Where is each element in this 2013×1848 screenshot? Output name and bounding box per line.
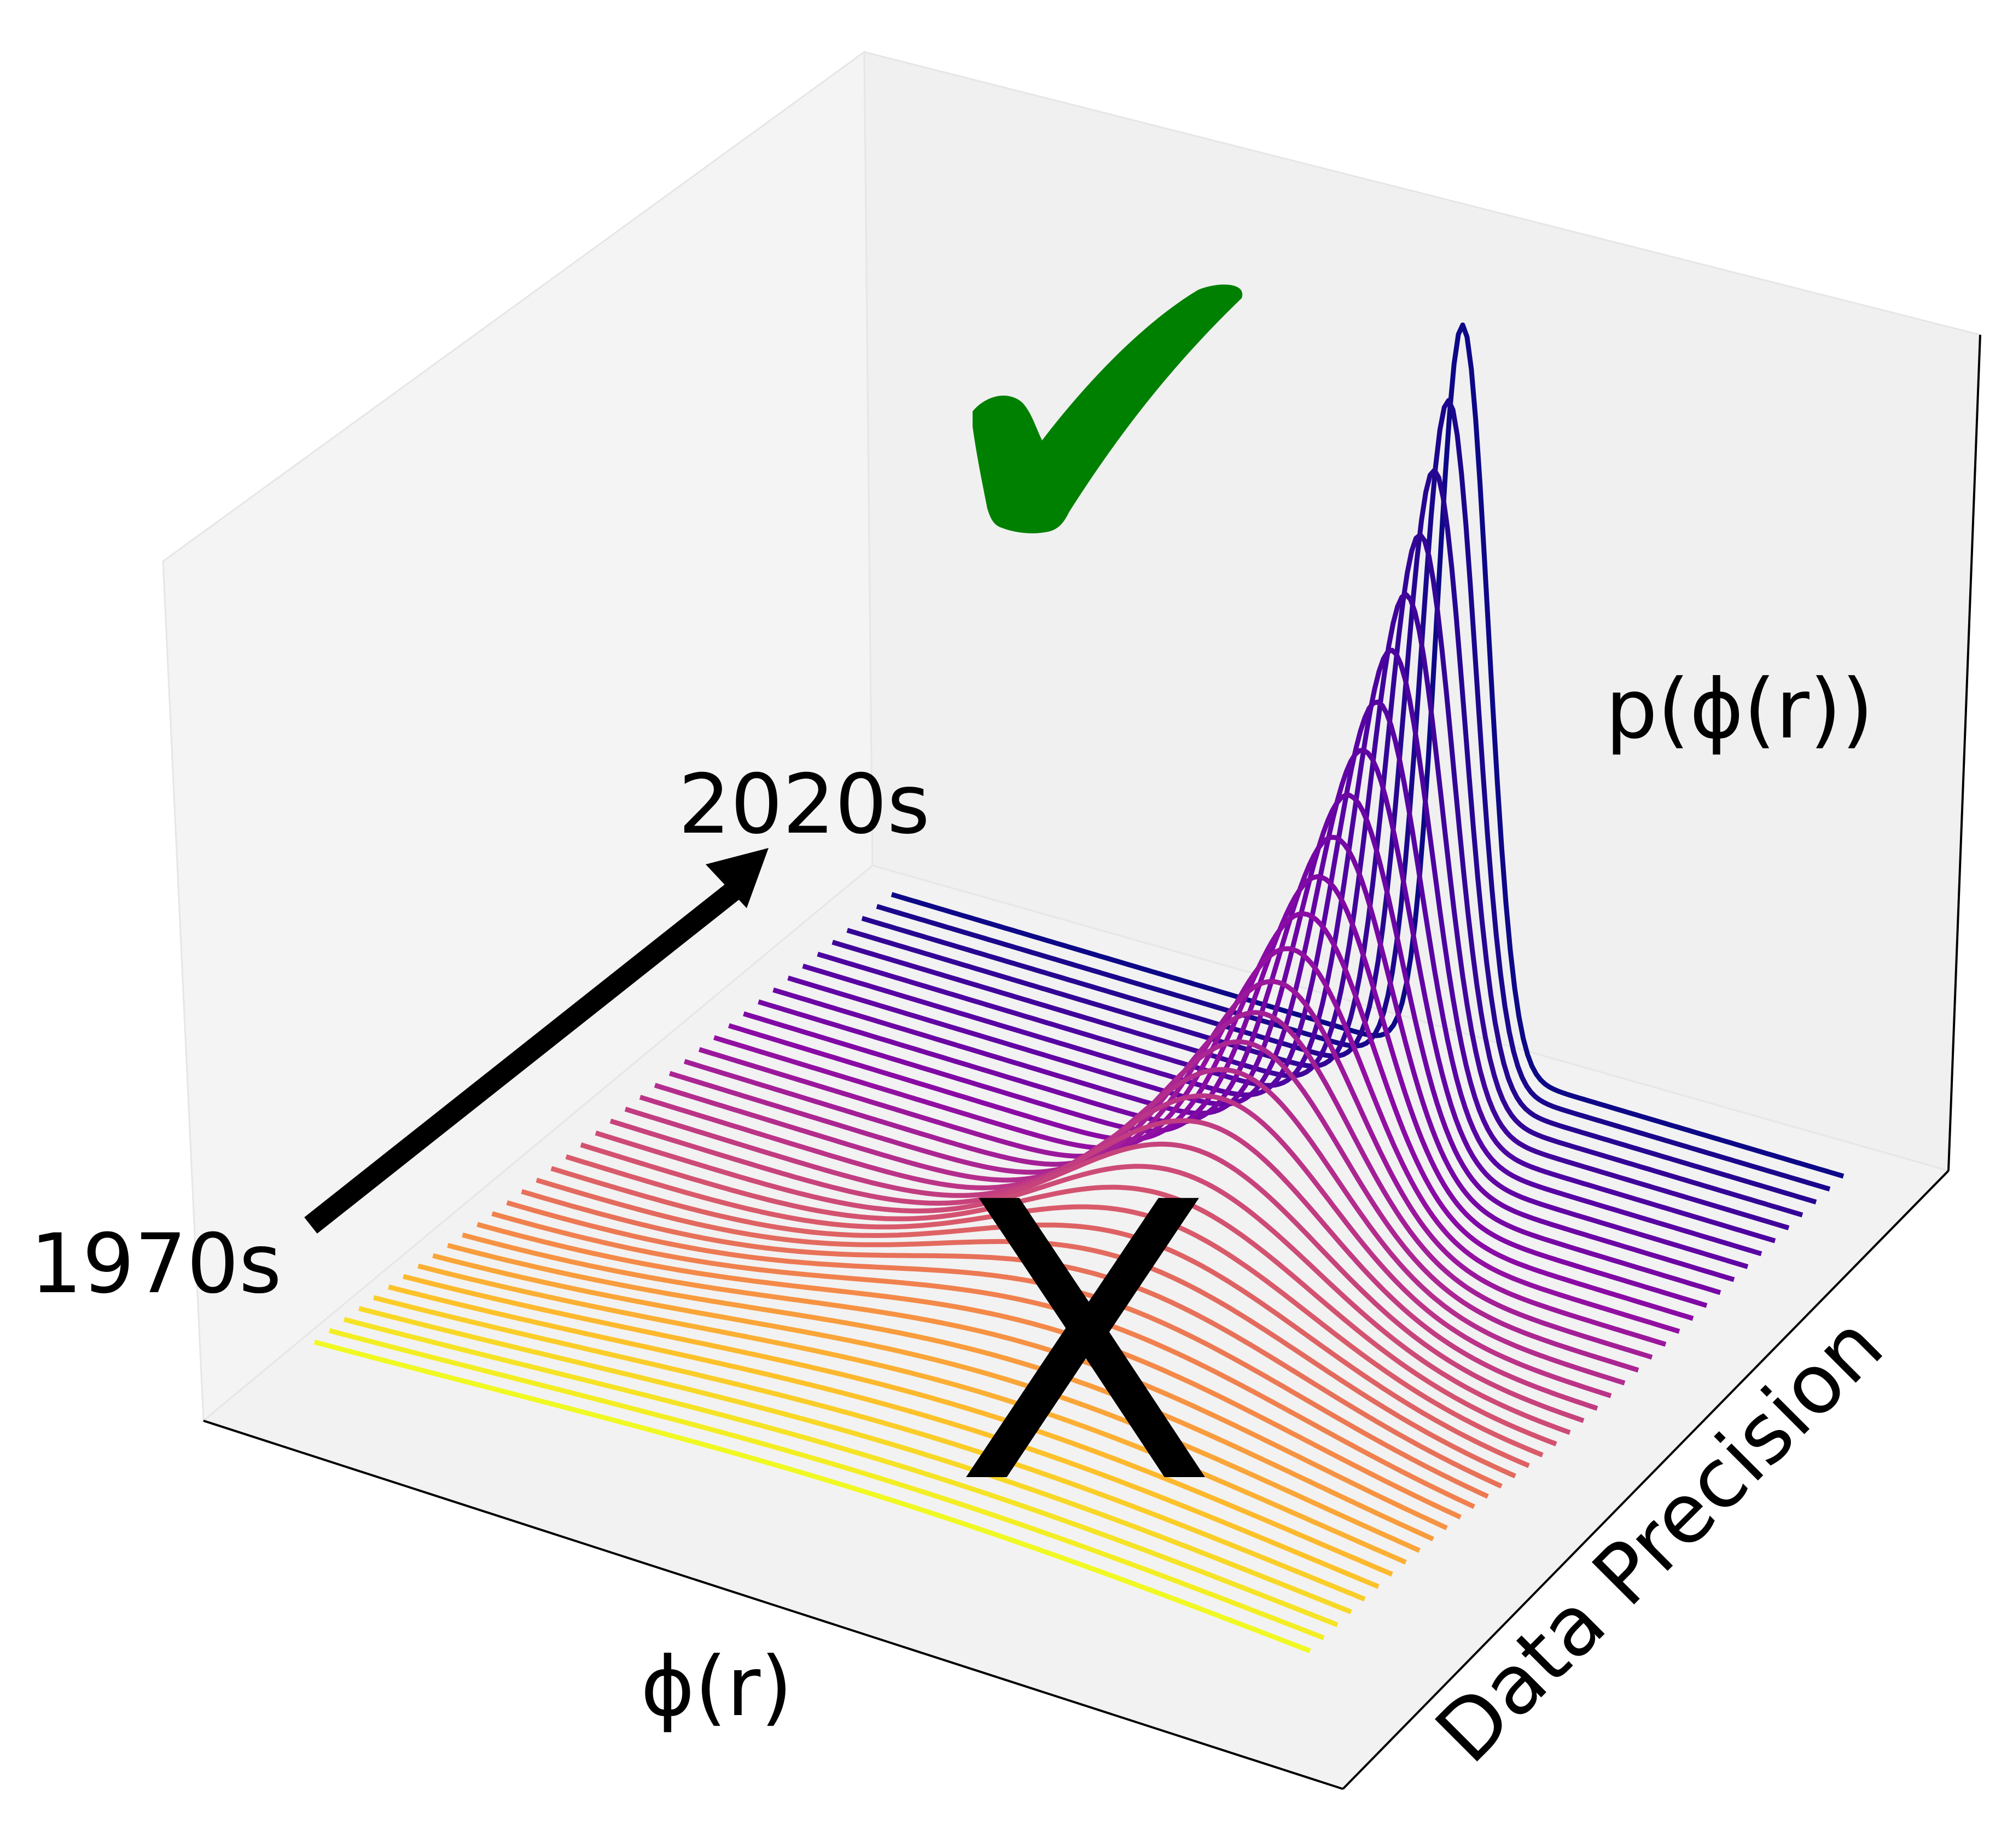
- z-axis-label: p(ϕ(r)): [1605, 662, 1874, 757]
- series-line: [639, 1093, 1612, 1398]
- series-line: [595, 1130, 1571, 1435]
- series-line: [506, 1200, 1489, 1499]
- series-line: [654, 1067, 1626, 1386]
- series-line: [772, 793, 1735, 1282]
- series-line: [831, 592, 1790, 1230]
- check-mark-icon: [973, 284, 1243, 533]
- series-line: [417, 1263, 1407, 1565]
- series-line: [758, 835, 1721, 1295]
- series-line: [373, 1295, 1366, 1602]
- series-line: [802, 699, 1762, 1257]
- series-line: [609, 1118, 1585, 1423]
- series-line: [491, 1211, 1475, 1509]
- z-axis-line: [1947, 334, 1981, 1171]
- series-curves: [313, 322, 1845, 1653]
- series-line: [817, 648, 1776, 1243]
- series-line: [521, 1189, 1503, 1489]
- series-line: [536, 1177, 1516, 1479]
- arrow-end-label: 2020s: [678, 757, 930, 852]
- series-line: [358, 1306, 1352, 1614]
- series-line: [846, 532, 1803, 1218]
- series-line: [403, 1274, 1393, 1577]
- time-arrow: [304, 848, 769, 1234]
- series-line: [624, 1107, 1598, 1411]
- series-line: [343, 1317, 1339, 1628]
- series-line: [328, 1328, 1325, 1641]
- x-axis-label: ϕ(r): [641, 1640, 793, 1735]
- series-line: [476, 1222, 1462, 1520]
- cross-mark: X: [955, 1122, 1217, 1568]
- series-line: [432, 1253, 1421, 1553]
- series-line: [787, 747, 1749, 1269]
- series-line: [550, 1166, 1530, 1468]
- series-line: [313, 1339, 1311, 1653]
- series-line: [447, 1242, 1434, 1542]
- series-line: [462, 1232, 1448, 1531]
- arrow-start-label: 1970s: [30, 1217, 282, 1312]
- x-axis-line: [203, 1420, 1343, 1790]
- series-line: [861, 467, 1817, 1205]
- y-axis-line: [1342, 1170, 1950, 1790]
- series-line: [388, 1285, 1380, 1589]
- series-line: [565, 1154, 1544, 1457]
- series-line: [580, 1142, 1557, 1446]
